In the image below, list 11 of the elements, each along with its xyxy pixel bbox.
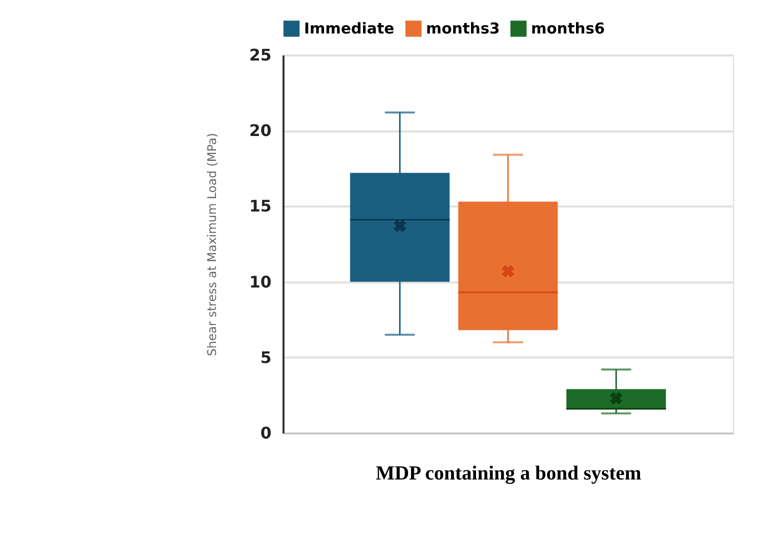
legend-label: months3 xyxy=(426,20,500,38)
x-axis-title: MDP containing a bond system xyxy=(376,462,642,484)
y-tick-label: 25 xyxy=(249,46,272,64)
legend-label: Immediate xyxy=(304,20,394,38)
y-axis-title: Shear stress at Maximum Load (MPa) xyxy=(205,132,220,356)
y-tick-label: 15 xyxy=(249,196,272,216)
y-tick-label: 10 xyxy=(249,272,272,292)
y-tick-label: 20 xyxy=(249,121,272,140)
legend-label: months6 xyxy=(531,20,605,38)
y-tick-label: 5 xyxy=(260,348,272,367)
y-tick-label: 0 xyxy=(260,424,272,442)
